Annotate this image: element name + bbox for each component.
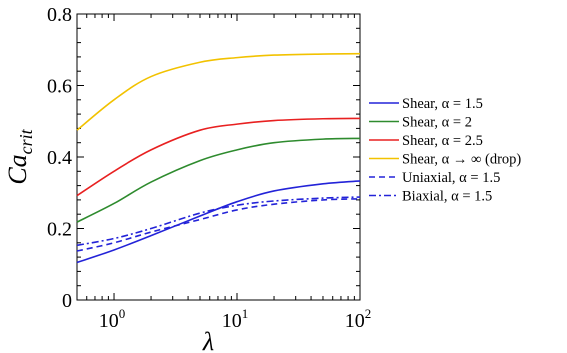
series-line-3 xyxy=(76,117,361,197)
legend: Shear, α = 1.5 Shear, α = 2 Shear, α = 2.5… xyxy=(369,96,521,205)
y-tick-label: 0.4 xyxy=(47,147,72,169)
y-tick-label: 0.6 xyxy=(47,76,72,98)
y-tick-label: 0.8 xyxy=(47,4,72,26)
plot-area: 100 101 102 0 0.2 0.4 0.6 0.8 xyxy=(47,4,371,332)
x-axis: 100 101 102 xyxy=(76,14,372,332)
legend-label-6: Biaxial, α = 1.5 xyxy=(402,189,492,205)
y-axis-label: Cacrit xyxy=(3,128,36,184)
x-tick-label: 102 xyxy=(345,306,372,332)
legend-label-4: Shear, α → ∞ (drop) xyxy=(402,152,521,168)
legend-label-5: Uniaxial, α = 1.5 xyxy=(402,170,500,186)
y-tick-label: 0 xyxy=(62,290,72,312)
y-tick-label: 0.2 xyxy=(47,219,72,241)
series-line-6 xyxy=(76,196,361,247)
series-line-4 xyxy=(76,52,361,131)
x-axis-label: λ xyxy=(202,327,214,353)
x-tick-label: 101 xyxy=(222,306,249,332)
plot-frame xyxy=(76,13,361,301)
legend-label-3: Shear, α = 2.5 xyxy=(402,133,483,149)
legend-label-1: Shear, α = 1.5 xyxy=(402,96,483,112)
series-line-5 xyxy=(76,198,361,252)
series-line-2 xyxy=(76,137,361,223)
legend-label-2: Shear, α = 2 xyxy=(402,115,472,131)
y-axis: 0 0.2 0.4 0.6 0.8 xyxy=(47,4,360,312)
y-axis-label-main: Ca xyxy=(3,154,32,184)
x-tick-label: 100 xyxy=(99,306,125,332)
series-line-1 xyxy=(76,180,361,264)
series-lines xyxy=(76,52,361,264)
y-axis-label-subscript: crit xyxy=(16,128,36,154)
